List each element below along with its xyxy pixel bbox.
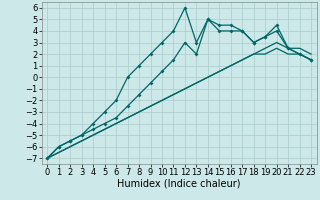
X-axis label: Humidex (Indice chaleur): Humidex (Indice chaleur) xyxy=(117,179,241,189)
